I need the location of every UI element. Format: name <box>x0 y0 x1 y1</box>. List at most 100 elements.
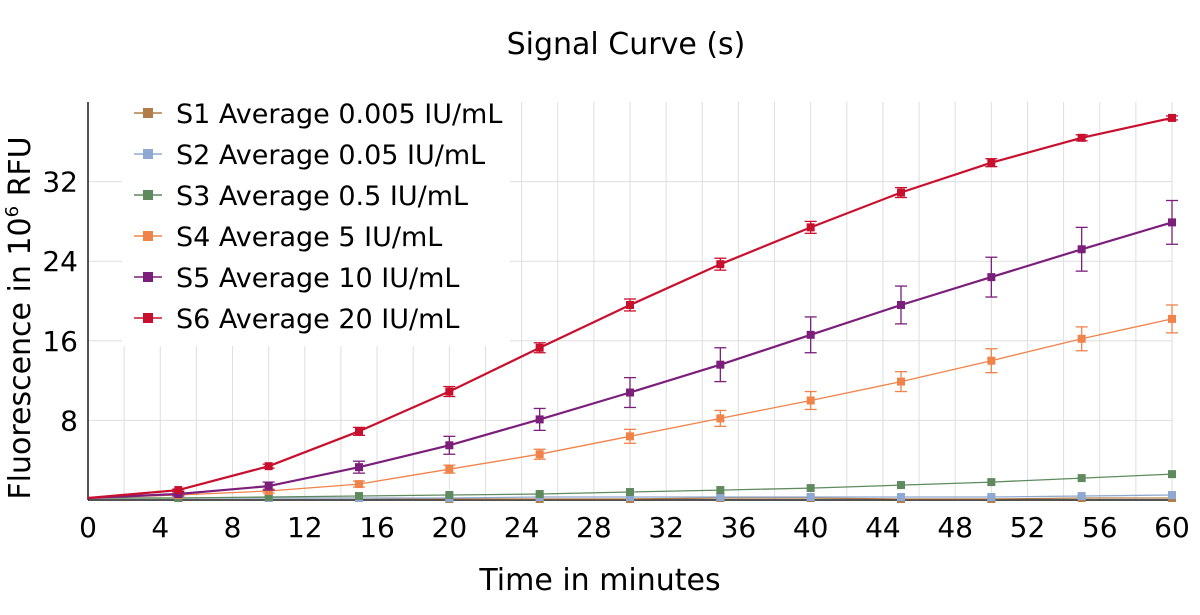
data-point <box>1077 474 1086 483</box>
legend-label: S5 Average 10 IU/mL <box>176 263 459 294</box>
data-point <box>716 486 725 495</box>
data-point <box>445 491 454 500</box>
x-tick-label: 52 <box>1010 511 1046 544</box>
x-tick-label: 16 <box>359 511 395 544</box>
y-tick-labels: 8 16 24 32 <box>42 166 78 438</box>
data-point <box>716 360 725 369</box>
data-point <box>264 493 273 502</box>
data-point <box>445 441 454 450</box>
legend-label: S4 Average 5 IU/mL <box>176 222 442 253</box>
data-point <box>535 343 544 352</box>
series-3 <box>88 470 1176 503</box>
y-axis-label-superscript: 6 <box>2 206 23 217</box>
y-tick-label: 32 <box>42 166 78 199</box>
legend-swatch-marker <box>143 272 153 282</box>
x-tick-label: 44 <box>865 511 901 544</box>
data-point <box>264 462 273 471</box>
data-point <box>355 427 363 436</box>
data-point <box>806 223 815 232</box>
data-point <box>626 488 634 497</box>
data-point <box>716 260 725 269</box>
x-tick-label: 20 <box>432 511 468 544</box>
data-point <box>716 493 725 502</box>
data-point <box>1168 491 1176 500</box>
data-point <box>535 490 544 499</box>
x-tick-label: 4 <box>151 511 169 544</box>
legend-item: S6 Average 20 IU/mL <box>134 304 459 335</box>
data-point <box>626 432 634 441</box>
legend-item: S5 Average 10 IU/mL <box>134 263 459 294</box>
x-tick-label: 56 <box>1082 511 1118 544</box>
y-axis-label-unit: RFU <box>3 136 38 206</box>
data-point <box>174 486 183 495</box>
y-tick-label: 24 <box>42 245 78 278</box>
x-tick-label: 36 <box>721 511 757 544</box>
data-point <box>1168 314 1176 323</box>
x-tick-label: 32 <box>648 511 684 544</box>
y-axis-label-main: Fluorescence in 10 <box>3 217 38 499</box>
y-axis-label: Fluorescence in 106 RFU <box>2 136 38 499</box>
legend-item: S2 Average 0.05 IU/mL <box>134 140 485 171</box>
data-point <box>806 330 815 339</box>
data-point <box>535 415 544 424</box>
data-point <box>355 480 363 489</box>
data-point <box>897 493 905 502</box>
series-5 <box>87 199 1178 500</box>
legend-swatch-marker <box>143 190 153 200</box>
y-tick-label: 16 <box>42 325 78 358</box>
data-point <box>264 487 273 496</box>
series-6 <box>87 113 1178 500</box>
series-4 <box>87 304 1178 500</box>
x-tick-label: 24 <box>504 511 540 544</box>
data-point <box>626 388 634 397</box>
data-point <box>626 300 634 309</box>
data-point <box>445 387 454 396</box>
data-point <box>897 300 905 309</box>
data-point <box>987 478 996 487</box>
data-point <box>716 414 725 423</box>
legend-swatch-marker <box>143 149 153 159</box>
data-point <box>806 484 815 493</box>
x-tick-label: 28 <box>576 511 612 544</box>
series-layer <box>87 113 1178 504</box>
data-point <box>264 482 273 491</box>
x-axis-label: Time in minutes <box>478 563 720 598</box>
x-tick-label: 40 <box>793 511 829 544</box>
data-point <box>1168 218 1176 227</box>
y-tick-label: 8 <box>60 404 78 437</box>
data-point <box>535 450 544 459</box>
legend-item: S3 Average 0.5 IU/mL <box>134 181 468 212</box>
data-point <box>897 188 905 197</box>
data-point <box>1168 470 1176 479</box>
data-point <box>806 396 815 405</box>
x-tick-label: 0 <box>79 511 97 544</box>
data-point <box>987 273 996 282</box>
x-tick-label: 60 <box>1154 511 1190 544</box>
x-tick-label: 48 <box>937 511 973 544</box>
legend-label: S1 Average 0.005 IU/mL <box>176 99 502 130</box>
legend-label: S3 Average 0.5 IU/mL <box>176 181 468 212</box>
x-tick-label: 8 <box>224 511 242 544</box>
data-point <box>897 377 905 386</box>
data-point <box>445 465 454 474</box>
chart-title: Signal Curve (s) <box>507 27 746 62</box>
legend-swatch-marker <box>143 231 153 241</box>
legend-swatch-marker <box>143 108 153 118</box>
data-point <box>355 492 363 501</box>
legend-background <box>122 96 510 346</box>
data-point <box>1077 334 1086 343</box>
legend-label: S2 Average 0.05 IU/mL <box>176 140 485 171</box>
data-point <box>1077 245 1086 254</box>
data-point <box>987 493 996 502</box>
data-point <box>626 493 634 502</box>
x-tick-label: 12 <box>287 511 323 544</box>
data-point <box>987 158 996 167</box>
data-point <box>355 463 363 472</box>
data-point <box>987 356 996 365</box>
legend-swatch-marker <box>143 313 153 323</box>
legend-item: S4 Average 5 IU/mL <box>134 222 442 253</box>
legend-item: S1 Average 0.005 IU/mL <box>134 99 502 130</box>
data-point <box>897 481 905 490</box>
data-point <box>1077 492 1086 501</box>
